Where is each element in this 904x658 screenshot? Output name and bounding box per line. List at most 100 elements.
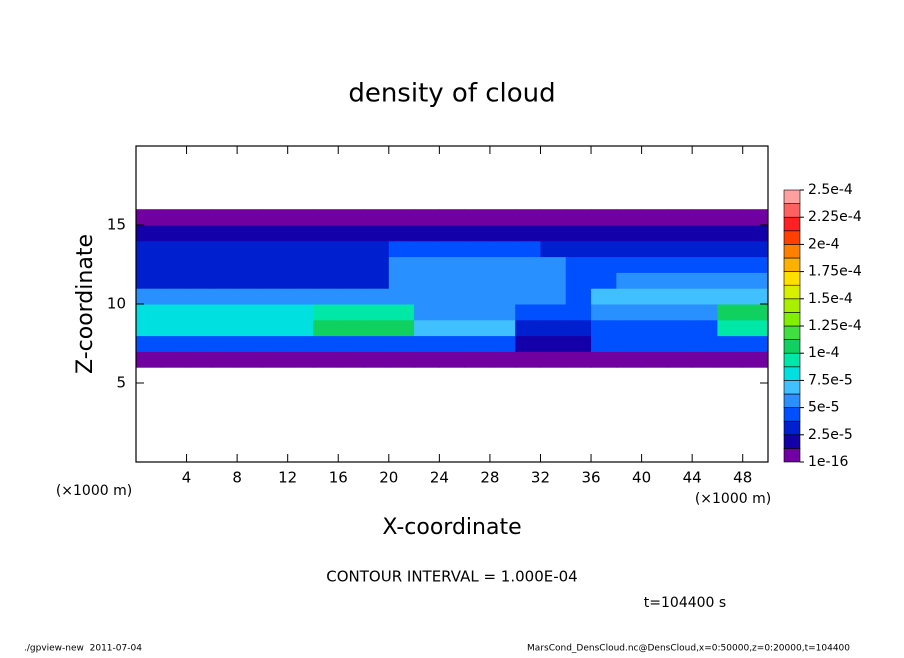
density-cell xyxy=(489,240,516,258)
density-cell xyxy=(666,351,693,368)
density-cell xyxy=(363,256,390,273)
density-cell xyxy=(692,225,718,242)
density-cell xyxy=(742,209,769,226)
colorbar-segment xyxy=(783,352,801,368)
x-tick-label: 8 xyxy=(232,469,242,487)
density-cell xyxy=(717,351,744,368)
density-cell xyxy=(312,288,339,305)
density-cell xyxy=(161,288,188,305)
x-tick-label: 12 xyxy=(278,469,297,487)
density-cell xyxy=(363,335,390,352)
density-cell xyxy=(439,240,466,258)
density-cell xyxy=(161,225,188,242)
density-cell xyxy=(666,240,693,258)
density-cell xyxy=(237,209,263,226)
density-cell xyxy=(717,304,744,321)
colorbar-label: 2.5e-4 xyxy=(808,182,853,198)
density-cell xyxy=(717,240,744,258)
density-cell xyxy=(414,256,440,273)
density-cell xyxy=(565,256,592,273)
density-cell xyxy=(136,209,162,226)
density-cell xyxy=(565,240,592,258)
colorbar-segment xyxy=(783,407,801,422)
density-cell xyxy=(641,335,668,352)
density-cell xyxy=(262,240,289,258)
density-cell xyxy=(388,319,415,337)
density-cell xyxy=(237,304,263,321)
density-cell xyxy=(338,225,365,242)
density-cell xyxy=(641,304,668,321)
density-cell xyxy=(287,225,314,242)
density-cell xyxy=(262,304,289,321)
density-cell xyxy=(312,256,339,273)
density-cell xyxy=(692,304,718,321)
density-cell xyxy=(464,319,491,337)
density-cell xyxy=(312,209,339,226)
colorbar-segment xyxy=(783,189,801,204)
density-cell xyxy=(540,319,567,337)
density-cell xyxy=(338,240,365,258)
density-cell xyxy=(489,351,516,368)
density-cell xyxy=(388,272,415,289)
density-cell xyxy=(439,304,466,321)
density-cell xyxy=(136,240,162,258)
density-cell xyxy=(363,240,390,258)
density-cell xyxy=(338,319,365,337)
density-cell xyxy=(489,256,516,273)
density-cell xyxy=(388,240,415,258)
density-cell xyxy=(136,351,162,368)
density-cell xyxy=(616,304,643,321)
density-cell xyxy=(464,225,491,242)
density-cell xyxy=(540,225,567,242)
density-cell xyxy=(439,288,466,305)
density-cell xyxy=(363,209,390,226)
density-cell xyxy=(262,225,289,242)
density-cell xyxy=(591,319,617,337)
density-cell xyxy=(666,256,693,273)
density-cell xyxy=(414,351,440,368)
footer-right: MarsCond_DensCloud.nc@DensCloud,x=0:5000… xyxy=(527,644,850,654)
y-unit: (×1000 m) xyxy=(56,483,132,499)
density-cell xyxy=(540,240,567,258)
colorbar-segment xyxy=(783,230,801,245)
density-cell xyxy=(287,272,314,289)
footer-left: ./gpview-new 2011-07-04 xyxy=(24,644,142,654)
density-cell xyxy=(161,272,188,289)
density-cell xyxy=(742,240,769,258)
density-cell xyxy=(211,335,238,352)
density-cell xyxy=(489,288,516,305)
density-cell xyxy=(717,272,744,289)
density-cell xyxy=(692,288,718,305)
density-cell xyxy=(742,288,769,305)
density-cell xyxy=(287,335,314,352)
density-cell xyxy=(464,272,491,289)
density-cell xyxy=(666,288,693,305)
density-cell xyxy=(489,225,516,242)
density-cell xyxy=(439,335,466,352)
density-cell xyxy=(388,288,415,305)
density-cell xyxy=(211,256,238,273)
density-cell xyxy=(414,225,440,242)
density-cell xyxy=(641,288,668,305)
density-cell xyxy=(237,351,263,368)
density-cell xyxy=(363,288,390,305)
density-cell xyxy=(616,209,643,226)
density-cell xyxy=(616,319,643,337)
density-cell xyxy=(262,256,289,273)
density-cell xyxy=(186,351,213,368)
density-cell xyxy=(136,304,162,321)
density-cell xyxy=(237,272,263,289)
density-cell xyxy=(565,225,592,242)
x-tick-label: 20 xyxy=(379,469,398,487)
density-cell xyxy=(312,272,339,289)
density-cell xyxy=(338,288,365,305)
density-cell xyxy=(666,319,693,337)
density-cell xyxy=(439,319,466,337)
density-cell xyxy=(161,351,188,368)
density-cell xyxy=(363,351,390,368)
colorbar-segment xyxy=(783,298,801,313)
density-cell xyxy=(388,225,415,242)
x-tick-label: 24 xyxy=(430,469,449,487)
x-unit: (×1000 m) xyxy=(695,491,771,507)
density-cell xyxy=(414,319,440,337)
